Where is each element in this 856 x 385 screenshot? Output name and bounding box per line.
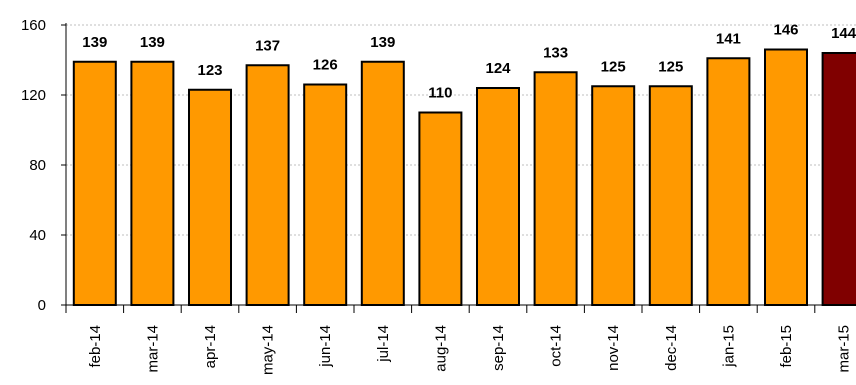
x-tick-label: feb-14: [87, 325, 104, 368]
data-labels: 139 139 123 137 126 139 110 124 133 125 125 141 146 1…: [82, 22, 856, 102]
data-label: 124: [485, 60, 511, 77]
x-tick-label: feb-15: [778, 325, 795, 368]
x-tick-label: jan-15: [720, 325, 737, 368]
x-axis: feb-14 mar-14 apr-14 may-14 jun-14 jul-14 aug-…: [65, 304, 856, 375]
bar: [360, 60, 405, 306]
bar: [303, 83, 348, 306]
bar: [418, 111, 463, 306]
bar: [476, 87, 520, 306]
bar: [706, 57, 751, 306]
data-label: 146: [773, 22, 798, 39]
y-axis: 0 40 80 120 160: [21, 17, 67, 314]
data-label: 123: [197, 62, 222, 79]
y-tick-label: 120: [21, 87, 46, 104]
x-tick-label: jul-14: [375, 325, 392, 363]
x-tick-label: apr-14: [202, 325, 219, 368]
x-tick-label: mar-15: [836, 325, 853, 373]
data-label: 110: [428, 85, 452, 102]
y-tick-label: 40: [29, 227, 46, 244]
bar: [648, 85, 693, 306]
bar: [764, 48, 808, 306]
x-tick-label: jun-14: [317, 325, 334, 368]
x-tick-label: nov-14: [605, 325, 622, 371]
x-tick-label: mar-14: [144, 325, 161, 373]
x-tick-label: oct-14: [548, 325, 565, 367]
x-tick-label: may-14: [260, 325, 277, 375]
data-label: 125: [601, 58, 626, 75]
y-tick-label: 0: [38, 297, 46, 314]
data-label: 139: [140, 34, 165, 51]
data-label: 133: [543, 44, 568, 61]
y-tick-label: 80: [29, 157, 46, 174]
bar: [188, 88, 232, 306]
bar: [245, 64, 290, 306]
bar: [533, 71, 578, 306]
bar: [591, 85, 636, 306]
data-label: 137: [255, 37, 280, 54]
bar: [72, 60, 117, 306]
bar: [130, 60, 175, 306]
x-tick-label: dec-14: [663, 325, 680, 371]
data-label: 144: [831, 25, 856, 42]
x-tick-label: sep-14: [490, 325, 507, 371]
bars: [72, 48, 856, 306]
data-label: 125: [658, 58, 683, 75]
data-label: 141: [716, 30, 741, 47]
data-label: 139: [370, 34, 395, 51]
bar: [821, 52, 856, 306]
x-tick-label: aug-14: [432, 325, 449, 372]
data-label: 139: [82, 34, 107, 51]
y-tick-label: 160: [21, 17, 46, 34]
data-label: 126: [313, 57, 338, 74]
